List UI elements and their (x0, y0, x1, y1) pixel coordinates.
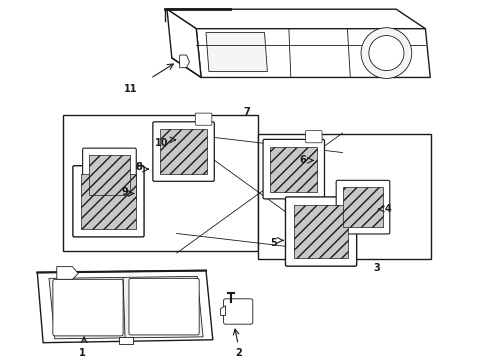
Bar (258, 134, 431, 259)
Polygon shape (180, 55, 190, 68)
Text: 1: 1 (79, 348, 86, 357)
FancyBboxPatch shape (263, 139, 324, 199)
Polygon shape (196, 29, 430, 77)
Text: 11: 11 (124, 84, 138, 94)
Polygon shape (37, 271, 213, 343)
FancyBboxPatch shape (129, 278, 199, 335)
Bar (63, 114, 258, 251)
Text: 5: 5 (270, 238, 277, 248)
FancyBboxPatch shape (336, 180, 390, 234)
Bar (294, 205, 348, 258)
Polygon shape (220, 306, 225, 315)
Text: 2: 2 (235, 348, 242, 357)
FancyBboxPatch shape (53, 279, 123, 336)
Circle shape (369, 36, 404, 71)
Polygon shape (206, 33, 268, 72)
FancyBboxPatch shape (223, 299, 253, 324)
Bar (160, 129, 207, 174)
FancyBboxPatch shape (305, 131, 322, 143)
Bar (89, 155, 130, 195)
Circle shape (361, 28, 412, 78)
Bar (270, 147, 317, 192)
Bar (81, 174, 136, 229)
Bar (343, 187, 383, 228)
FancyBboxPatch shape (73, 166, 144, 237)
Text: 10: 10 (155, 138, 169, 148)
Polygon shape (57, 267, 78, 279)
Polygon shape (49, 276, 203, 339)
Polygon shape (167, 9, 425, 29)
Text: 8: 8 (136, 162, 143, 172)
Text: 9: 9 (121, 186, 128, 197)
Text: 7: 7 (244, 107, 250, 117)
FancyBboxPatch shape (286, 197, 357, 266)
Polygon shape (167, 9, 201, 77)
FancyBboxPatch shape (153, 122, 214, 181)
Text: 4: 4 (385, 204, 391, 214)
Text: 3: 3 (373, 263, 380, 273)
FancyBboxPatch shape (83, 148, 136, 202)
Text: 6: 6 (300, 156, 306, 165)
Bar (119, 337, 133, 344)
FancyBboxPatch shape (195, 113, 212, 125)
